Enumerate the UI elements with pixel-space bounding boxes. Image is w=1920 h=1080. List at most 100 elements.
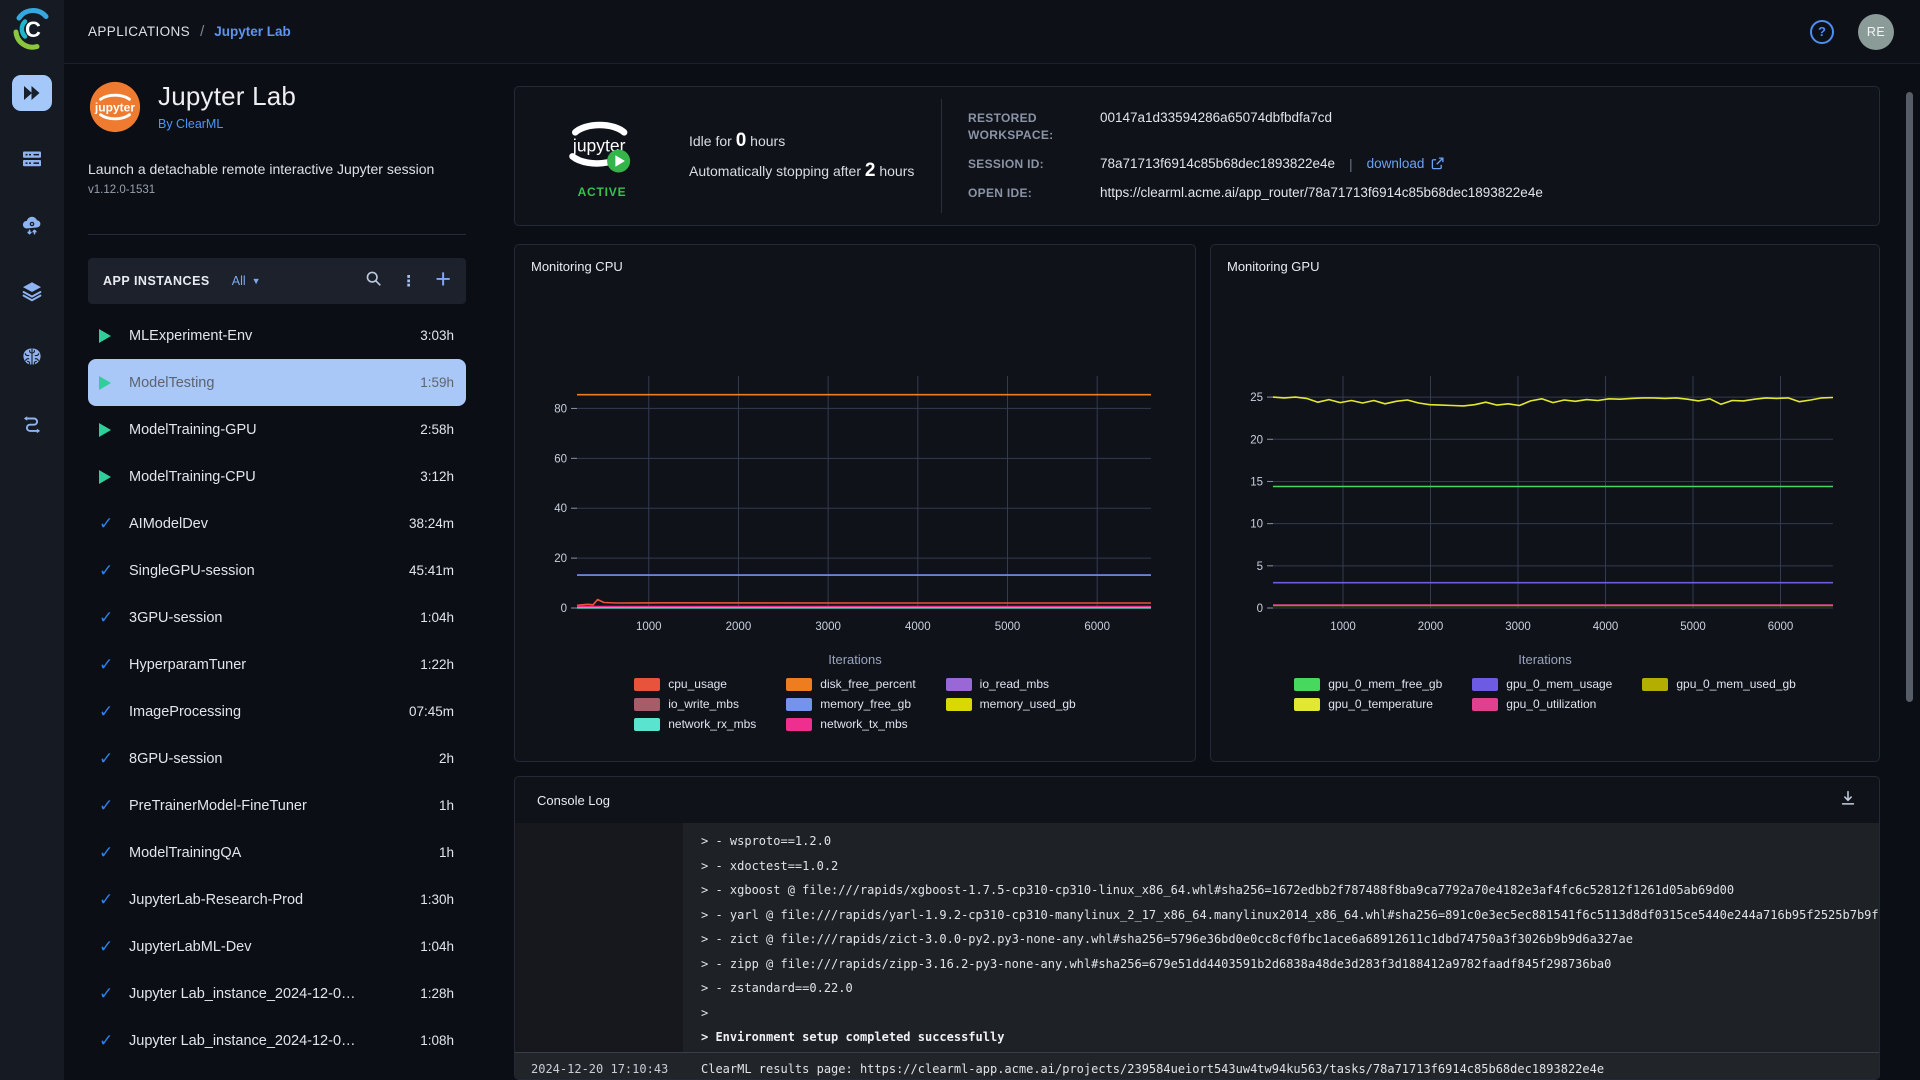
legend-label: gpu_0_mem_usage	[1506, 677, 1613, 691]
idle-for-line: Idle for 0 hours	[689, 130, 786, 151]
log-result-row: 2024-12-20 17:10:43 ClearML results page:…	[515, 1051, 1879, 1079]
legend-item-disk_free_percent[interactable]: disk_free_percent	[786, 677, 916, 691]
legend-item-io_read_mbs[interactable]: io_read_mbs	[945, 677, 1076, 691]
left-icon-rail: C	[0, 0, 64, 1080]
legend-swatch	[634, 697, 661, 711]
sidebar-item-cloud[interactable]	[12, 207, 52, 243]
svg-text:1000: 1000	[1330, 621, 1356, 633]
legend-item-memory_used_gb[interactable]: memory_used_gb	[945, 697, 1076, 711]
add-instance-button[interactable]: +	[435, 263, 451, 294]
detail-label: OPEN IDE:	[968, 186, 1033, 201]
sidebar-item-applications[interactable]	[12, 75, 52, 111]
status-divider	[941, 99, 942, 213]
more-options-icon[interactable]: ⋮	[401, 273, 417, 290]
completed-check-icon: ✓	[99, 842, 114, 862]
detail-value-text: 78a71713f6914c85b68dec1893822e4e	[1100, 156, 1335, 172]
search-icon[interactable]	[365, 270, 382, 292]
external-link-icon	[1431, 157, 1444, 170]
breadcrumb-current-page: Jupyter Lab	[214, 24, 291, 39]
legend-item-io_write_mbs[interactable]: io_write_mbs	[634, 697, 756, 711]
instance-name: PreTrainerModel-FineTuner	[129, 797, 307, 814]
legend-label: io_read_mbs	[979, 677, 1050, 691]
instance-row[interactable]: ModelTraining-GPU 2:58h	[88, 406, 466, 453]
sidebar-item-pipelines[interactable]	[12, 405, 52, 441]
instance-row[interactable]: ✓ HyperparamTuner 1:22h	[88, 641, 466, 688]
log-line: > - yarl @ file:///rapids/yarl-1.9.2-cp3…	[701, 907, 1879, 922]
instance-row[interactable]: ✓ JupyterLabML-Dev 1:04h	[88, 923, 466, 970]
instances-filter-dropdown[interactable]: All ▼	[232, 274, 261, 288]
legend-item-network_rx_mbs[interactable]: network_rx_mbs	[634, 717, 756, 731]
svg-text:2000: 2000	[726, 621, 752, 633]
svg-text:15: 15	[1250, 476, 1263, 488]
download-log-icon[interactable]	[1839, 789, 1857, 812]
cloud-icon	[20, 213, 44, 237]
completed-check-icon: ✓	[99, 513, 114, 533]
topbar: APPLICATIONS / Jupyter Lab ? RE	[64, 0, 1920, 64]
instance-row[interactable]: ✓ 3GPU-session 1:04h	[88, 594, 466, 641]
instance-row[interactable]: ✓ PreTrainerModel-FineTuner 1h	[88, 782, 466, 829]
sidebar-item-datasets[interactable]	[12, 273, 52, 309]
completed-check-icon: ✓	[99, 748, 114, 768]
running-play-icon	[99, 328, 129, 343]
instance-name: ImageProcessing	[129, 703, 242, 720]
instance-row[interactable]: ✓ ModelTrainingQA 1h	[88, 829, 466, 876]
clearml-logo[interactable]: C	[8, 5, 56, 53]
download-workspace-link[interactable]: download	[1367, 156, 1445, 171]
detail-label: SESSION ID:	[968, 157, 1044, 172]
cpu-chart-plot[interactable]: 1000 2000 3000 4000 5000 6000 0 20 40 60 80	[531, 366, 1181, 638]
instance-name: ModelTraining-CPU	[129, 468, 256, 485]
jupyter-status-logo: jupyter ACTIVE	[543, 113, 661, 199]
legend-swatch	[634, 717, 661, 731]
sidebar-item-models[interactable]	[12, 339, 52, 375]
instance-duration: 38:24m	[408, 516, 454, 531]
instance-row[interactable]: MLExperiment-Env 3:03h	[88, 312, 466, 359]
log-line: >	[701, 1005, 709, 1020]
instance-row[interactable]: ModelTraining-CPU 3:12h	[88, 453, 466, 500]
instance-row[interactable]: ✓ ImageProcessing 07:45m	[88, 688, 466, 735]
instance-duration: 45:41m	[408, 563, 454, 578]
help-icon[interactable]: ?	[1810, 19, 1834, 44]
avatar[interactable]: RE	[1858, 13, 1894, 50]
instance-name: Jupyter Lab_instance_2024-12-0…	[129, 1032, 356, 1049]
console-log-area[interactable]: > - wsproto==1.2.0 > - xdoctest==1.0.2 > -…	[515, 823, 1879, 1079]
console-log-title: Console Log	[537, 792, 610, 808]
instance-row[interactable]: ✓ AIModelDev 38:24m	[88, 500, 466, 547]
legend-item-cpu_usage[interactable]: cpu_usage	[634, 677, 756, 691]
applications-icon	[20, 81, 44, 105]
breadcrumb-applications[interactable]: APPLICATIONS	[88, 24, 191, 39]
status-badge: ACTIVE	[577, 185, 627, 199]
legend-label: gpu_0_temperature	[1328, 697, 1433, 711]
svg-text:2000: 2000	[1418, 621, 1444, 633]
dashboard: jupyter ACTIVE Idle for 0 hours Automati…	[500, 64, 1920, 1080]
app-instances-list: MLExperiment-Env 3:03h ModelTesting 1:59h Mo…	[88, 312, 466, 1064]
instance-row[interactable]: ModelTesting 1:59h	[88, 359, 466, 406]
legend-item-gpu_0_mem_usage[interactable]: gpu_0_mem_usage	[1472, 677, 1612, 691]
instance-name: ModelTrainingQA	[129, 844, 242, 861]
legend-item-memory_free_gb[interactable]: memory_free_gb	[786, 697, 915, 711]
chevron-down-icon: ▼	[251, 276, 261, 286]
instance-duration: 1:22h	[420, 657, 454, 672]
legend-item-gpu_0_temperature[interactable]: gpu_0_temperature	[1294, 697, 1442, 711]
instance-row[interactable]: ✓ JupyterLab-Research-Prod 1:30h	[88, 876, 466, 923]
stop-hours-value: 2	[864, 160, 876, 181]
idle-hours-value: 0	[735, 130, 747, 151]
instance-row[interactable]: ✓ SingleGPU-session 45:41m	[88, 547, 466, 594]
log-line: > - xdoctest==1.0.2	[701, 858, 839, 873]
svg-text:1000: 1000	[636, 621, 662, 633]
datasets-icon	[20, 279, 44, 303]
completed-check-icon: ✓	[99, 795, 114, 815]
page-scrollbar[interactable]	[1906, 92, 1913, 702]
legend-item-gpu_0_utilization[interactable]: gpu_0_utilization	[1472, 697, 1612, 711]
legend-item-gpu_0_mem_free_gb[interactable]: gpu_0_mem_free_gb	[1294, 677, 1442, 691]
legend-swatch	[1472, 677, 1499, 691]
svg-text:6000: 6000	[1768, 621, 1794, 633]
sidebar-item-resources[interactable]	[12, 141, 52, 177]
instance-row[interactable]: ✓ Jupyter Lab_instance_2024-12-0… 1:28h	[88, 970, 466, 1017]
instance-row[interactable]: ✓ Jupyter Lab_instance_2024-12-0… 1:08h	[88, 1017, 466, 1064]
auto-stop-line: Automatically stopping after 2 hours	[689, 160, 915, 181]
app-author-link[interactable]: By ClearML	[158, 117, 224, 131]
legend-item-network_tx_mbs[interactable]: network_tx_mbs	[786, 717, 915, 731]
gpu-chart-plot[interactable]: 1000 2000 3000 4000 5000 6000 0 5 10 15 20 25	[1227, 366, 1863, 638]
legend-item-gpu_0_mem_used_gb[interactable]: gpu_0_mem_used_gb	[1642, 677, 1796, 691]
instance-row[interactable]: ✓ 8GPU-session 2h	[88, 735, 466, 782]
